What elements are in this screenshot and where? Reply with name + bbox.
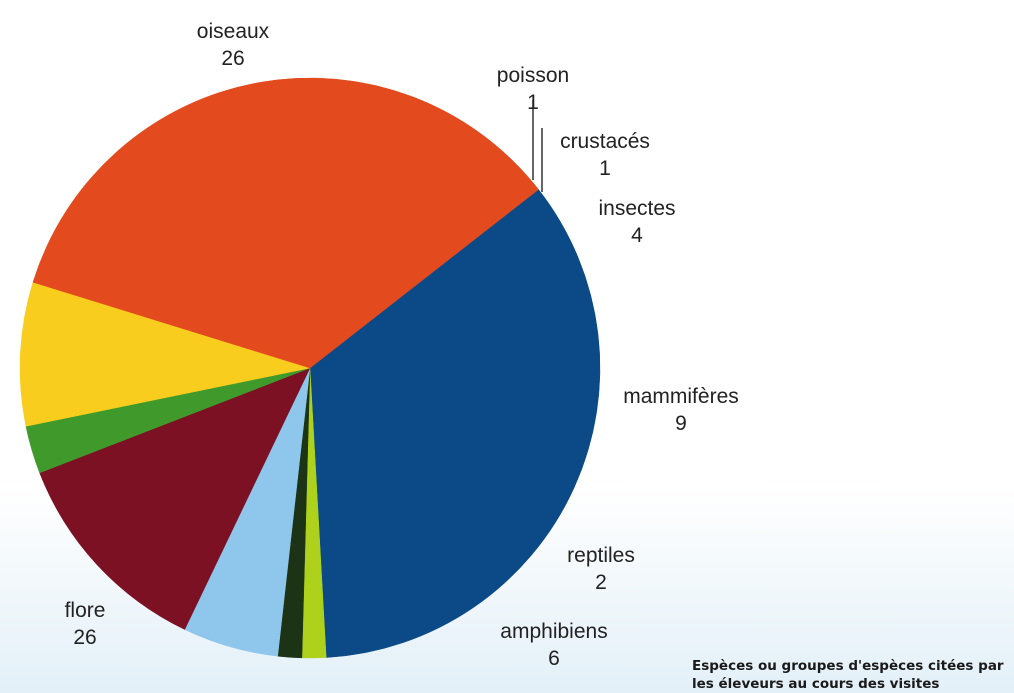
slice-label-name: oiseaux: [197, 20, 270, 43]
slice-label-name: mammifères: [623, 385, 739, 408]
slice-label-name: flore: [65, 599, 106, 622]
slice-label-value: 1: [527, 91, 539, 114]
slice-label-value: 1: [599, 157, 611, 180]
slice-label-crustacés: crustacés 1: [560, 130, 650, 180]
slice-label-mammifères: mammifères 9: [623, 385, 739, 435]
caption-line-1: Espèces ou groupes d'espèces citées par: [692, 658, 1004, 674]
leader-lines: [532, 100, 543, 192]
slice-label-value: 26: [221, 47, 244, 70]
pie-slices: [19, 77, 601, 659]
slice-label-oiseaux: oiseaux 26: [197, 20, 270, 70]
chart-caption: Espèces ou groupes d'espèces citées par …: [692, 657, 1012, 693]
slice-label-name: reptiles: [567, 544, 635, 567]
slice-label-flore: flore 26: [65, 599, 106, 649]
slice-label-reptiles: reptiles 2: [567, 544, 635, 594]
slice-label-name: insectes: [598, 197, 675, 220]
pie-slice-flore: [32, 77, 539, 369]
slice-label-name: crustacés: [560, 130, 650, 153]
slice-label-amphibiens: amphibiens 6: [500, 620, 607, 670]
slice-label-name: poisson: [497, 64, 569, 87]
pie-slice-mammifères: [39, 367, 311, 630]
slice-label-name: amphibiens: [500, 620, 607, 643]
slice-label-insectes: insectes 4: [598, 197, 675, 247]
slice-label-value: 2: [595, 571, 607, 594]
slice-label-value: 6: [548, 647, 560, 670]
pie-slice-oiseaux: [309, 189, 601, 658]
slice-label-value: 4: [631, 224, 643, 247]
slice-label-poisson: poisson 1: [497, 64, 569, 114]
slice-label-value: 9: [675, 412, 687, 435]
caption-line-2: les éleveurs au cours des visites: [692, 676, 940, 692]
pie-slice-amphibiens: [19, 281, 311, 427]
slice-label-value: 26: [73, 626, 96, 649]
